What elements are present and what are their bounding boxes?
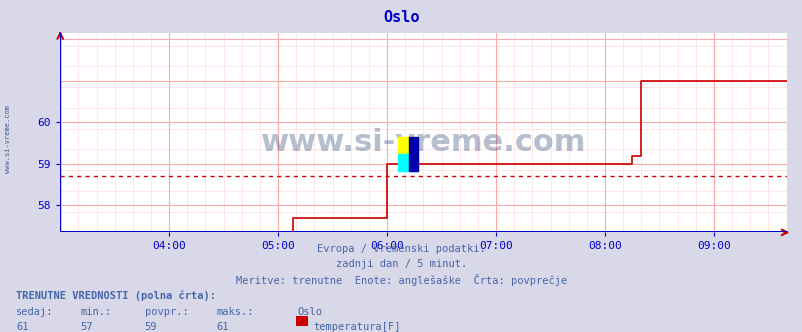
Text: TRENUTNE VREDNOSTI (polna črta):: TRENUTNE VREDNOSTI (polna črta): — [16, 290, 216, 301]
Polygon shape — [408, 137, 417, 171]
Text: zadnji dan / 5 minut.: zadnji dan / 5 minut. — [335, 259, 467, 269]
Text: www.si-vreme.com: www.si-vreme.com — [261, 128, 585, 157]
Text: 57: 57 — [80, 322, 93, 332]
Polygon shape — [398, 154, 417, 171]
Text: sedaj:: sedaj: — [16, 307, 54, 317]
Text: 61: 61 — [16, 322, 29, 332]
Text: Oslo: Oslo — [383, 10, 419, 25]
Text: Meritve: trenutne  Enote: anglešaške  Črta: povprečje: Meritve: trenutne Enote: anglešaške Črta… — [236, 274, 566, 286]
Text: www.si-vreme.com: www.si-vreme.com — [5, 106, 11, 173]
Text: min.:: min.: — [80, 307, 111, 317]
Text: 61: 61 — [217, 322, 229, 332]
Text: Oslo: Oslo — [297, 307, 322, 317]
Text: povpr.:: povpr.: — [144, 307, 188, 317]
Text: temperatura[F]: temperatura[F] — [313, 322, 400, 332]
Text: Evropa / vremenski podatki.: Evropa / vremenski podatki. — [317, 244, 485, 254]
Text: 59: 59 — [144, 322, 157, 332]
Text: maks.:: maks.: — [217, 307, 254, 317]
Polygon shape — [398, 137, 417, 154]
